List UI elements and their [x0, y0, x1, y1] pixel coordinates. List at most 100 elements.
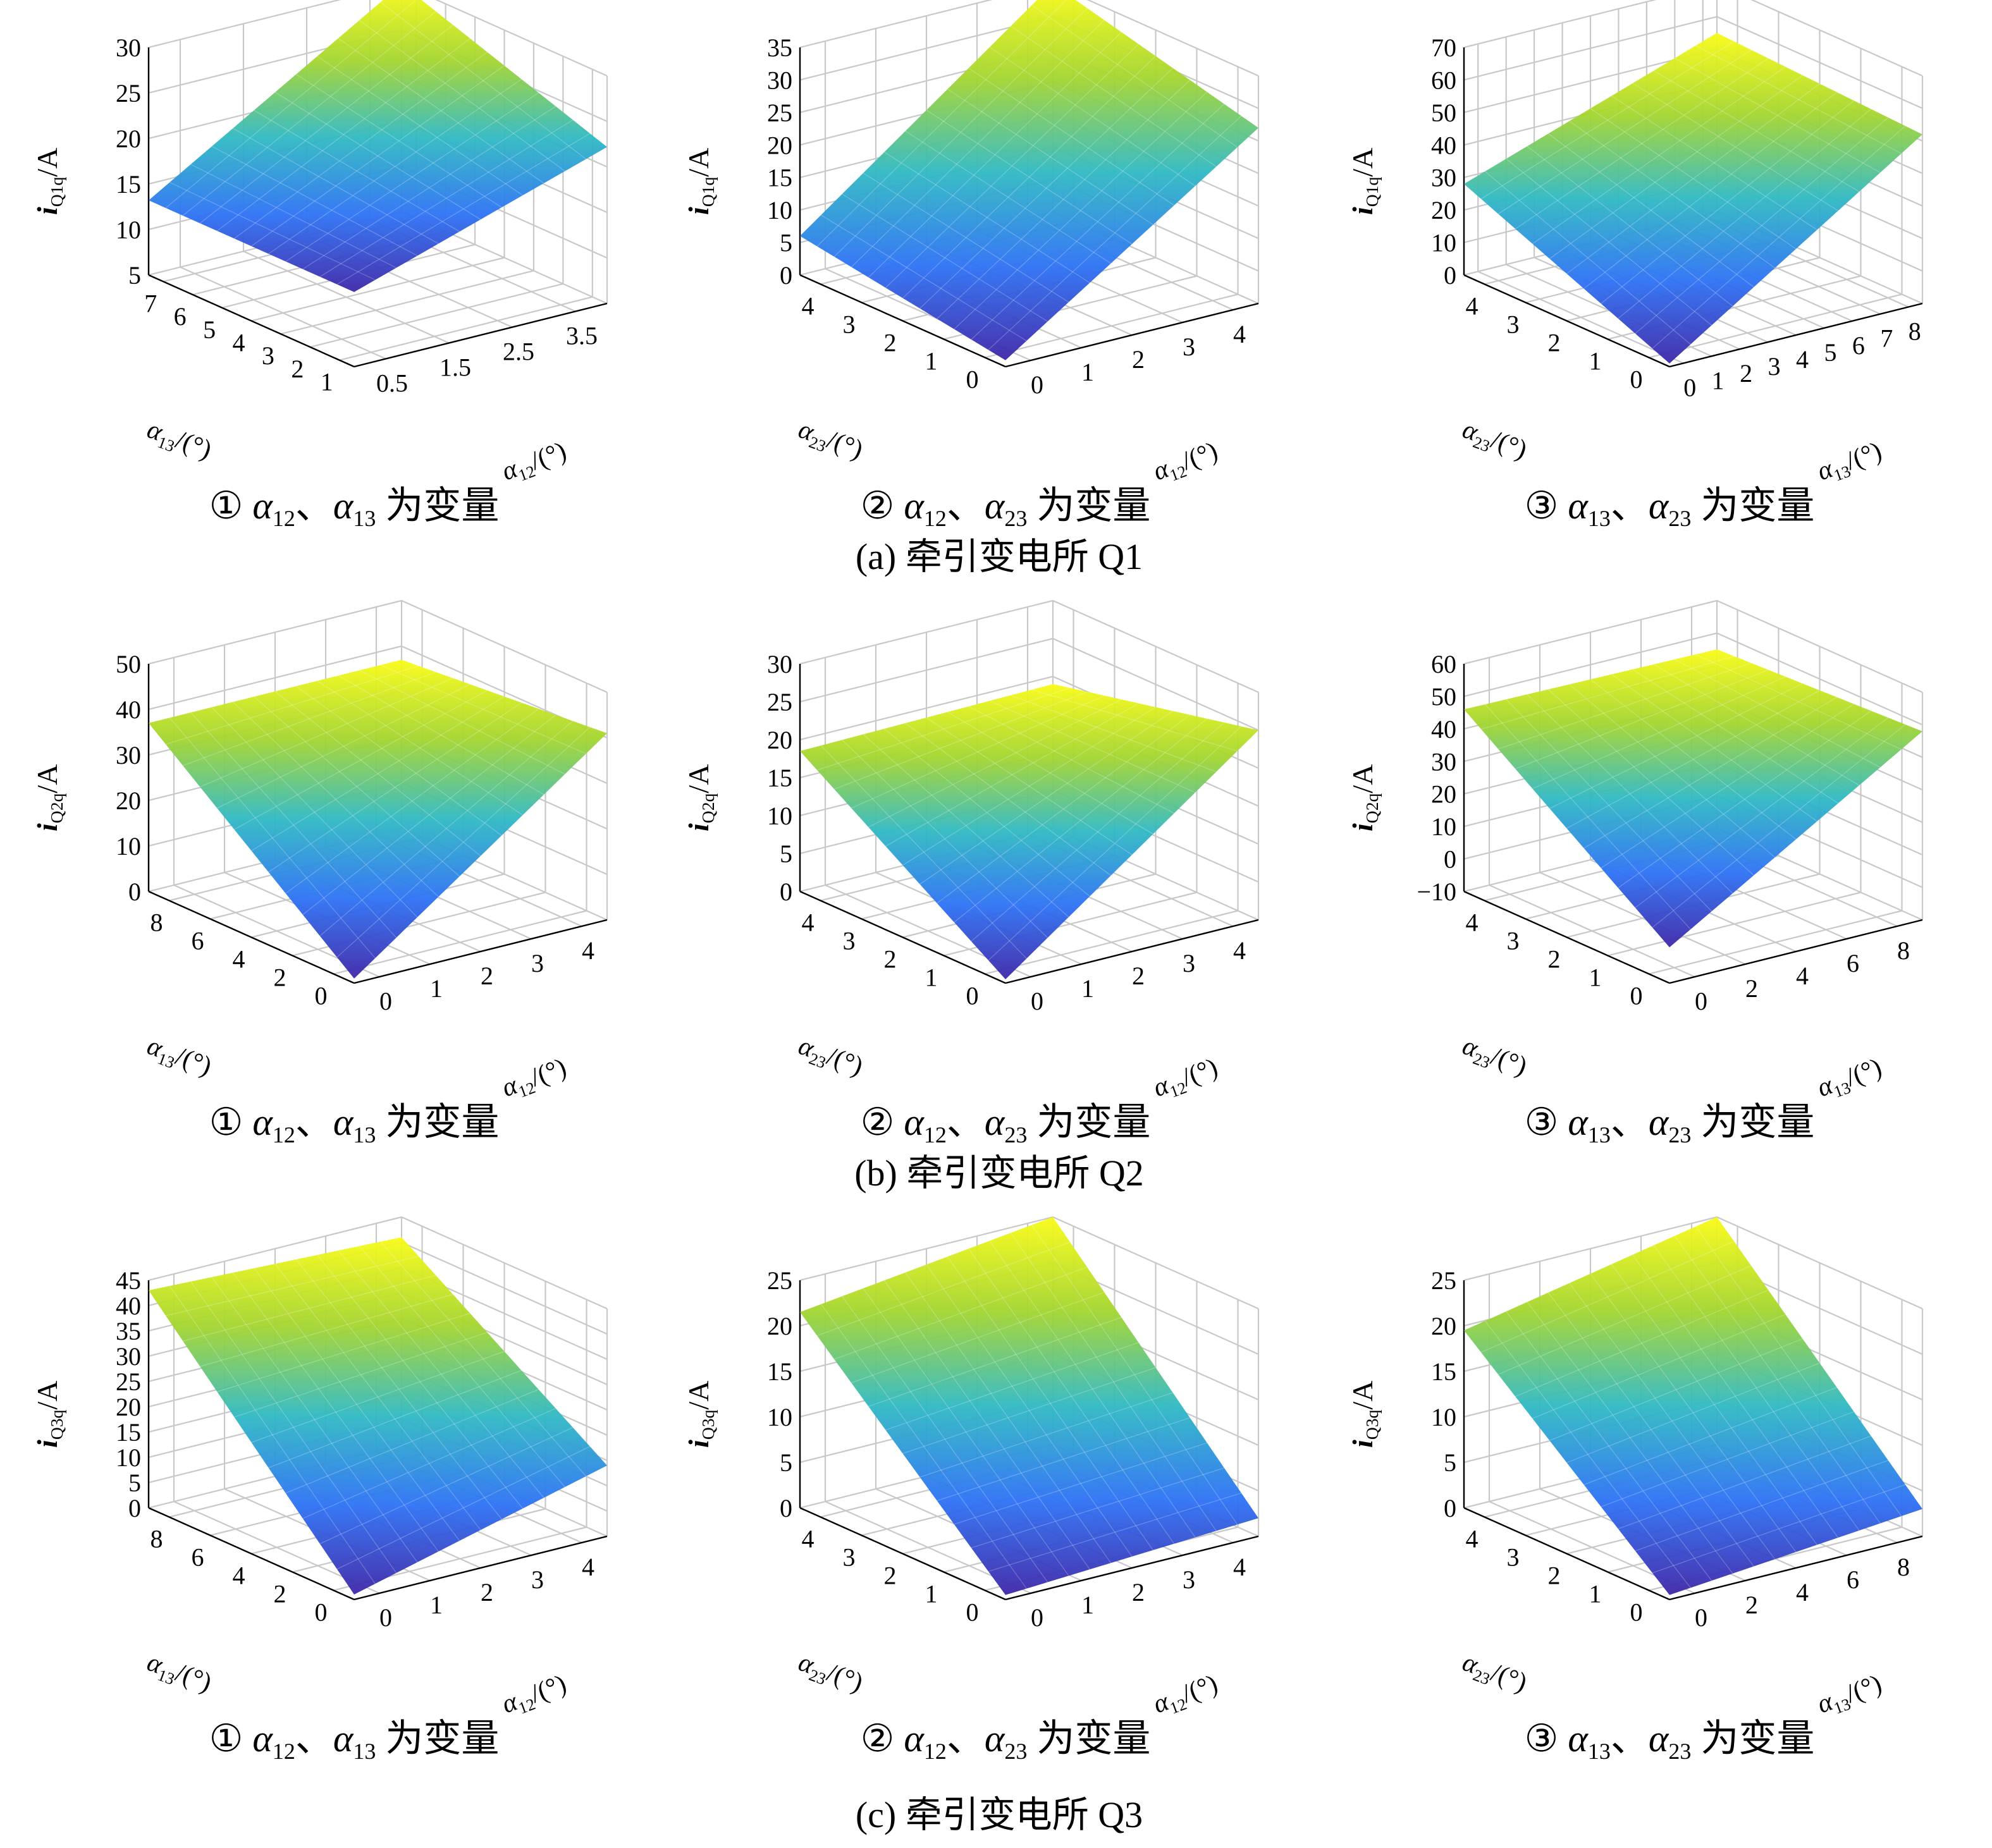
x-tick-label: 4	[582, 936, 594, 965]
surface-patch	[149, 659, 607, 979]
z-axis-label: iQ3q/A	[1346, 1381, 1382, 1448]
x-axis-label: α12/(°)	[1150, 1053, 1223, 1106]
z-axis-label: iQ2q/A	[682, 764, 718, 831]
panel-caption: ① α12、α13 为变量	[209, 1718, 500, 1764]
y-tick-label: 1	[1589, 964, 1602, 992]
surface-patch	[800, 1217, 1258, 1595]
z-tick-label: 0	[780, 261, 792, 290]
x-tick-label: 0	[1031, 987, 1043, 1015]
y-tick-label: 1	[925, 347, 938, 376]
y-tick-label: 6	[174, 302, 187, 331]
z-tick-label: 50	[1431, 682, 1456, 711]
z-tick-label: 50	[1431, 99, 1456, 127]
z-tick-label: 40	[1431, 715, 1456, 743]
y-axis-label: α23/(°)	[1458, 1031, 1531, 1084]
y-tick-label: 0	[1630, 982, 1643, 1010]
z-tick-label: 15	[1431, 1357, 1456, 1386]
x-tick-label: 0	[379, 1603, 392, 1632]
x-tick-label: 2	[1740, 359, 1752, 388]
y-tick-label: 3	[843, 1543, 856, 1572]
z-tick-label: 20	[767, 1312, 792, 1340]
z-tick-label: 30	[767, 650, 792, 678]
surface-mesh	[165, 664, 591, 958]
surface-patch	[1464, 649, 1922, 948]
x-tick-label: 3	[1183, 333, 1195, 361]
y-tick-label: 8	[151, 1525, 163, 1553]
y-tick-label: 1	[1589, 347, 1602, 376]
z-tick-label: 5	[128, 261, 141, 290]
x-tick-label: 2	[481, 1578, 493, 1606]
panel-caption: ③ α13、α23 为变量	[1525, 1101, 1815, 1147]
x-tick-label: 7	[1880, 324, 1893, 353]
x-axis-label: α12/(°)	[498, 1669, 572, 1722]
z-tick-label: 15	[767, 764, 792, 792]
z-tick-label: 20	[1431, 1312, 1456, 1340]
x-tick-label: 2	[481, 962, 493, 990]
x-tick-label: 4	[1233, 320, 1246, 348]
x-tick-label: 8	[1897, 1553, 1910, 1581]
z-tick-label: 15	[767, 164, 792, 192]
z-tick-label: 10	[767, 802, 792, 830]
z-tick-label: 0	[128, 1494, 141, 1522]
z-tick-label: 25	[116, 79, 141, 107]
z-tick-label: 30	[116, 1342, 141, 1371]
z-tick-label: 15	[767, 1357, 792, 1386]
z-tick-label: 25	[767, 99, 792, 127]
z-tick-label: 10	[116, 1443, 141, 1472]
x-tick-label: 4	[1233, 936, 1246, 965]
y-tick-label: 7	[144, 289, 157, 317]
surface-mesh	[1480, 1226, 1906, 1588]
y-tick-label: 4	[802, 909, 815, 937]
z-tick-label: 20	[1431, 780, 1456, 809]
x-tick-label: 0	[1031, 1603, 1043, 1632]
x-tick-label: 2.5	[503, 338, 534, 366]
panel-caption: ② α12、α23 为变量	[861, 1718, 1151, 1764]
y-tick-label: 4	[1466, 292, 1479, 321]
z-tick-label: 15	[116, 1418, 141, 1447]
y-axis-label: α23/(°)	[794, 1648, 867, 1701]
y-tick-label: 4	[233, 329, 245, 357]
axes-lines	[1463, 47, 1923, 368]
x-tick-label: 1.5	[440, 353, 471, 382]
group-caption: (a) 牵引变电所 Q1	[856, 536, 1143, 577]
y-tick-label: 0	[315, 1598, 328, 1627]
panel-caption: ① α12、α13 为变量	[209, 1101, 500, 1147]
z-tick-label: 20	[767, 131, 792, 159]
panel-caption: ① α12、α13 为变量	[209, 485, 500, 531]
x-tick-label: 0	[1695, 987, 1707, 1015]
x-axis-label: α13/(°)	[1814, 436, 1887, 489]
y-axis-label: α23/(°)	[794, 415, 867, 468]
z-tick-label: 10	[1431, 229, 1456, 257]
z-tick-label: 30	[1431, 164, 1456, 192]
x-tick-label: 1	[430, 974, 443, 1003]
y-tick-label: 2	[274, 1580, 286, 1608]
y-tick-label: 4	[233, 945, 245, 974]
z-tick-label: −10	[1417, 878, 1456, 906]
x-tick-label: 2	[1745, 974, 1758, 1003]
surface-mesh	[165, 1241, 591, 1584]
z-axis-label: iQ3q/A	[682, 1381, 718, 1448]
z-tick-label: 30	[116, 34, 141, 62]
z-tick-label: 25	[767, 688, 792, 716]
x-axis-label: α13/(°)	[1814, 1669, 1887, 1722]
surface-mesh	[816, 1225, 1242, 1589]
z-tick-label: 45	[116, 1266, 141, 1295]
x-tick-label: 0	[1031, 370, 1043, 399]
z-tick-label: 5	[780, 229, 792, 257]
x-tick-label: 2	[1745, 1591, 1758, 1619]
z-tick-label: 25	[116, 1368, 141, 1396]
surface-patch	[149, 0, 607, 292]
y-axis-label: α23/(°)	[1458, 415, 1531, 468]
y-tick-label: 0	[1630, 1598, 1643, 1627]
y-tick-label: 4	[802, 292, 815, 321]
axes-lines	[799, 47, 1259, 368]
z-tick-label: 5	[780, 1448, 792, 1477]
y-tick-label: 2	[884, 945, 897, 974]
x-tick-label: 3.5	[566, 322, 598, 350]
y-tick-label: 1	[1589, 1580, 1602, 1608]
